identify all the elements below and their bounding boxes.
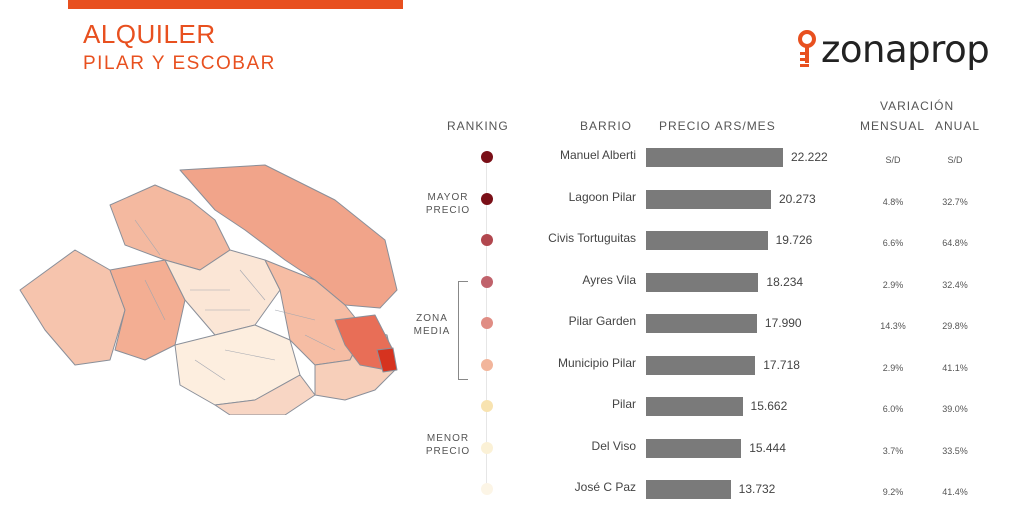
variacion-anual: S/D — [947, 155, 963, 165]
barrio-label: Ayres Vila — [582, 272, 636, 287]
header-variacion: VARIACIÓN — [880, 99, 955, 113]
ranking-dot — [481, 441, 493, 454]
price-bar — [646, 355, 756, 375]
variacion-mensual: 3.7% — [882, 445, 904, 456]
price-bar — [646, 231, 768, 250]
header-ranking: RANKING — [447, 119, 509, 133]
header-mensual: MENSUAL — [860, 119, 926, 133]
variacion-mensual: 14.3% — [880, 321, 906, 331]
variacion-mensual: 9.2% — [882, 487, 904, 497]
price-value-label: 17.718 — [763, 357, 800, 372]
variacion-mensual: 4.8% — [882, 196, 904, 207]
barrio-label: Pilar — [611, 397, 636, 411]
variacion-anual: 32.7% — [942, 196, 968, 207]
price-value-label: 15.662 — [750, 399, 788, 413]
variacion-anual: 64.8% — [942, 238, 968, 248]
price-bar — [646, 480, 731, 499]
barrio-label: José C Paz — [574, 480, 636, 494]
variacion-anual: 41.4% — [942, 487, 968, 497]
map-region-north — [179, 164, 398, 309]
logo-text: zonaprop — [821, 28, 990, 71]
price-value-label: 13.732 — [738, 482, 776, 496]
price-value-label: 15.444 — [749, 440, 786, 455]
price-value-label: 22.222 — [791, 150, 828, 164]
group-menor-line1: MENOR — [426, 433, 470, 444]
variacion-mensual: 2.9% — [882, 279, 904, 290]
zona-media-bracket — [458, 281, 468, 380]
group-menor-precio: MENOR PRECIO — [420, 432, 476, 458]
price-value-label: 19.726 — [775, 233, 813, 247]
map-region-max — [376, 347, 398, 373]
group-mayor-line2: PRECIO — [425, 205, 471, 216]
choropleth-map — [19, 164, 398, 415]
page-subtitle: PILAR Y ESCOBAR — [83, 53, 276, 74]
ranking-dot — [481, 483, 493, 495]
variacion-anual: 33.5% — [942, 445, 968, 456]
barrio-label: Manuel Alberti — [559, 148, 636, 162]
price-bar — [646, 148, 783, 167]
variacion-anual: 29.8% — [942, 321, 968, 331]
price-bar — [646, 272, 759, 292]
ranking-dot — [481, 275, 493, 288]
ranking-dot — [481, 192, 493, 205]
barrio-label: Municipio Pilar — [557, 355, 636, 370]
header-barrio: BARRIO — [580, 119, 633, 133]
group-media-line2: MEDIA — [413, 326, 451, 337]
ranking-dot — [481, 234, 493, 246]
header-anual: ANUAL — [935, 119, 981, 133]
barrio-label: Civis Tortuguitas — [548, 231, 636, 245]
ranking-dot — [481, 358, 493, 371]
zonaprop-logo: zonaprop — [796, 28, 990, 71]
group-mayor-line1: MAYOR — [427, 192, 469, 203]
variacion-mensual: 6.0% — [882, 404, 904, 414]
ranking-dot — [481, 400, 493, 412]
price-value-label: 18.234 — [766, 274, 804, 289]
price-bar — [646, 438, 742, 458]
ranking-dot — [481, 151, 493, 163]
price-value-label: 20.273 — [778, 191, 816, 206]
barrio-label: Del Viso — [591, 438, 636, 453]
variacion-anual: 39.0% — [942, 404, 968, 414]
map-region-south — [214, 374, 316, 415]
price-bar — [646, 189, 771, 209]
map-region-west — [19, 249, 126, 366]
key-icon — [798, 29, 816, 67]
group-menor-line2: PRECIO — [425, 446, 471, 457]
price-value-label: 17.990 — [764, 316, 802, 330]
variacion-anual: 32.4% — [942, 279, 968, 290]
variacion-mensual: 2.9% — [882, 362, 904, 373]
variacion-mensual: 6.6% — [882, 238, 904, 248]
header-precio: PRECIO ARS/MES — [659, 119, 776, 133]
barrio-label: Pilar Garden — [568, 314, 636, 328]
variacion-anual: 41.1% — [942, 362, 968, 373]
group-media-line1: ZONA — [416, 313, 448, 324]
variacion-mensual: S/D — [885, 155, 901, 165]
price-bar — [646, 314, 757, 333]
page-title: ALQUILER — [83, 19, 216, 49]
group-mayor-precio: MAYOR PRECIO — [420, 191, 476, 217]
barrio-label: Lagoon Pilar — [568, 189, 636, 204]
top-accent-bar — [68, 0, 403, 9]
ranking-dot — [481, 317, 493, 329]
group-zona-media: ZONA MEDIA — [406, 312, 458, 338]
price-bar — [646, 397, 743, 416]
